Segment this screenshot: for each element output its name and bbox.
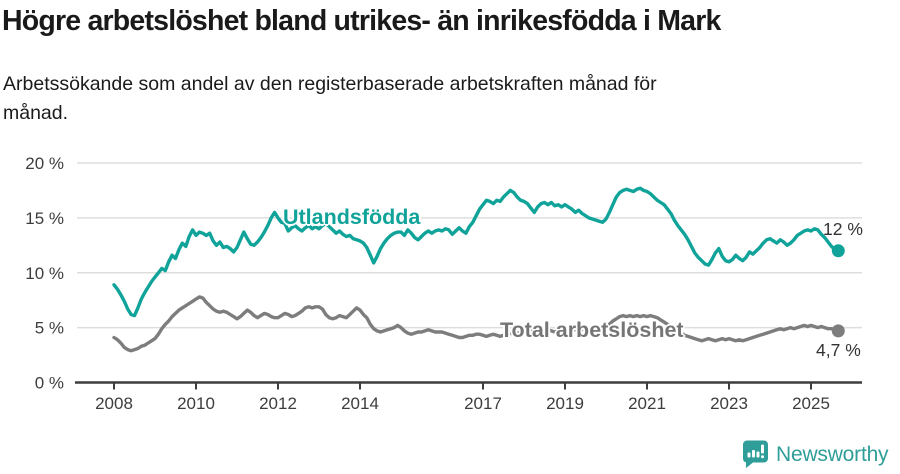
y-tick-label-0: 0 % bbox=[35, 374, 64, 393]
y-tick-label-20: 20 % bbox=[25, 154, 64, 173]
newsworthy-logo-text: Newsworthy bbox=[776, 442, 889, 466]
page-title: Högre arbetslöshet bland utrikes- än inr… bbox=[2, 5, 721, 37]
newsworthy-bubble-icon bbox=[742, 440, 768, 468]
end-value-label-total: 4,7 % bbox=[816, 340, 861, 360]
page-subtitle: Arbetssökande som andel av den registerb… bbox=[3, 73, 657, 125]
x-tick-label-2017: 2017 bbox=[464, 394, 502, 413]
series-line-utlandsfodda bbox=[112, 186, 840, 318]
series-label-total-arbetsloshet: Total arbetslöshet bbox=[500, 318, 684, 342]
y-tick-label-15: 15 % bbox=[25, 209, 64, 228]
x-tick-label-2008: 2008 bbox=[95, 394, 133, 413]
x-tick-label-2023: 2023 bbox=[710, 394, 748, 413]
y-tick-label-5: 5 % bbox=[35, 319, 64, 338]
x-tick-label-2010: 2010 bbox=[177, 394, 215, 413]
y-tick-label-10: 10 % bbox=[25, 264, 64, 283]
x-tick-label-2021: 2021 bbox=[628, 394, 666, 413]
x-tick-label-2025: 2025 bbox=[792, 394, 830, 413]
end-dot-total bbox=[831, 324, 845, 338]
end-dot-utlandsfodda bbox=[831, 244, 845, 258]
x-tick-label-2012: 2012 bbox=[259, 394, 297, 413]
end-value-label-utlandsfodda: 12 % bbox=[823, 219, 863, 239]
x-tick-label-2014: 2014 bbox=[341, 394, 379, 413]
series-line-total bbox=[112, 295, 840, 353]
newsworthy-logo[interactable]: Newsworthy bbox=[742, 440, 889, 469]
x-tick-label-2019: 2019 bbox=[546, 394, 584, 413]
series-label-utlandsfodda: Utlandsfödda bbox=[283, 205, 421, 229]
